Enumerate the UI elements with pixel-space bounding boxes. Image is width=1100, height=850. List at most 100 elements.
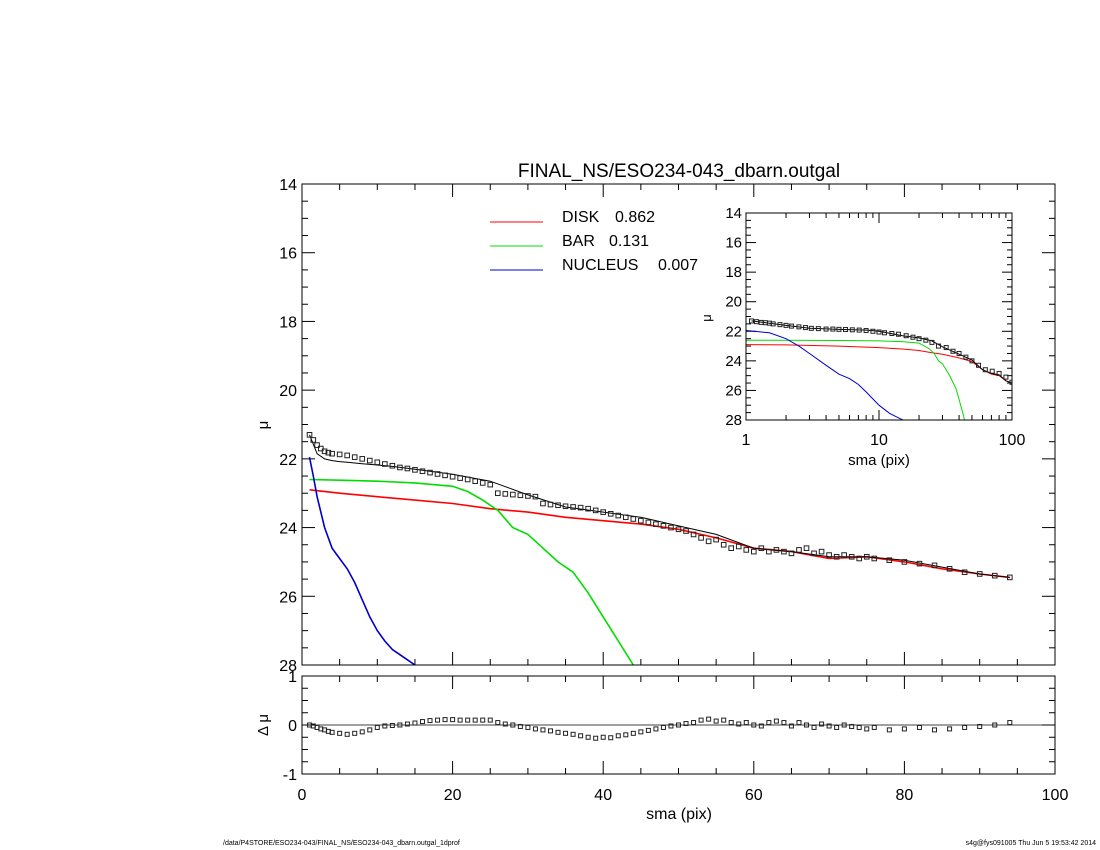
residual-point	[435, 717, 441, 723]
residual-point	[487, 717, 493, 723]
data-point	[532, 493, 539, 500]
inset-xtick-label: 100	[999, 432, 1026, 449]
data-point	[622, 514, 629, 521]
residual-point	[691, 720, 697, 726]
residual-point	[1007, 720, 1013, 726]
residual-point	[457, 717, 463, 723]
data-point	[344, 452, 350, 459]
inset-data-point	[976, 362, 982, 368]
legend-label-nucleus: NUCLEUS	[562, 257, 638, 274]
data-point	[856, 555, 863, 562]
inset-xtick-label: 1	[742, 432, 751, 449]
residual-point	[728, 720, 734, 726]
residual-point	[864, 726, 870, 732]
inset-ytick-label: 18	[725, 264, 742, 281]
data-point	[494, 490, 501, 497]
data-point	[811, 550, 817, 557]
inset-data-point	[789, 323, 795, 329]
inset-ytick-label: 22	[725, 323, 742, 340]
residual-point	[758, 723, 764, 729]
residual-point	[819, 721, 825, 727]
inset-data-point	[870, 328, 876, 334]
residual-point	[916, 724, 922, 730]
data-point	[487, 481, 494, 488]
legend-value-nucleus: 0.007	[658, 257, 698, 274]
residual-point	[352, 730, 358, 736]
inset-data-point	[749, 318, 755, 324]
data-point	[314, 442, 320, 448]
residual-point	[962, 724, 968, 730]
data-point	[653, 521, 659, 527]
residual-plot-area	[307, 716, 1013, 741]
inset-ytick-label: 14	[725, 205, 742, 222]
data-point	[886, 557, 893, 564]
legend-value-disk: 0.862	[615, 209, 655, 226]
data-point	[946, 566, 953, 572]
residual-point	[442, 717, 448, 723]
residual-point	[811, 724, 817, 730]
inset-data-point	[963, 354, 969, 360]
residual-point	[389, 722, 395, 728]
residual-plot-frame	[301, 675, 1056, 775]
series-line-disk	[309, 489, 1010, 579]
data-point	[848, 553, 855, 560]
residual-point	[834, 724, 840, 730]
inset-series-line-bar	[746, 339, 966, 420]
residual-point	[630, 730, 636, 736]
data-point	[991, 572, 998, 579]
residual-point	[676, 722, 681, 728]
residual-point	[615, 733, 621, 739]
residual-point	[517, 723, 523, 729]
residual-point	[525, 724, 531, 730]
data-point	[675, 526, 682, 533]
series-line-bar	[309, 478, 634, 665]
data-point	[931, 562, 938, 569]
data-point	[321, 448, 328, 455]
inset-data-point	[783, 322, 789, 328]
residual-point	[721, 717, 727, 723]
residual-y-axis-label: Δ μ	[255, 714, 272, 736]
residual-point	[781, 720, 787, 726]
residual-point	[555, 729, 561, 735]
data-point	[310, 437, 317, 443]
data-point	[419, 468, 426, 475]
data-point	[389, 462, 396, 469]
xtick-label: 40	[594, 787, 612, 804]
inset-ytick-label: 24	[725, 353, 742, 370]
data-point	[766, 548, 772, 555]
inset-data-point	[989, 368, 995, 374]
data-point	[540, 500, 546, 507]
inset-tick-labels: 14 16 18 20 22 24 26 281 10 100	[725, 205, 1025, 449]
inset-data-point	[1009, 379, 1012, 385]
data-point	[728, 545, 735, 551]
main-ytick-labels: 14 16 18 20 22 24 26 28	[279, 177, 297, 675]
residual-point	[480, 717, 486, 723]
data-point	[630, 516, 637, 522]
residual-point	[796, 720, 802, 726]
data-point	[668, 524, 674, 531]
data-point	[826, 552, 832, 558]
data-point	[961, 569, 968, 576]
data-point	[916, 560, 923, 567]
data-point	[683, 528, 689, 534]
residual-point	[849, 723, 855, 729]
data-point	[366, 457, 373, 464]
data-point	[306, 432, 313, 438]
inset-data-point	[1003, 374, 1009, 380]
inset-data-point	[770, 321, 776, 327]
residual-ytick-label: 0	[288, 718, 297, 735]
data-point	[705, 538, 712, 545]
residual-point	[871, 724, 877, 730]
series-line-model	[309, 434, 1010, 578]
residual-point	[600, 734, 606, 740]
data-point	[449, 473, 456, 480]
residual-tick-labels: 10-10 20 40 60 80 100	[283, 669, 1069, 804]
residual-point	[683, 721, 689, 727]
main-ytick-label: 16	[279, 246, 297, 263]
inset-data-point	[943, 345, 949, 351]
data-point	[382, 461, 388, 467]
xtick-label: 60	[745, 787, 763, 804]
inset-data-point	[935, 343, 941, 349]
residual-point	[788, 723, 794, 729]
